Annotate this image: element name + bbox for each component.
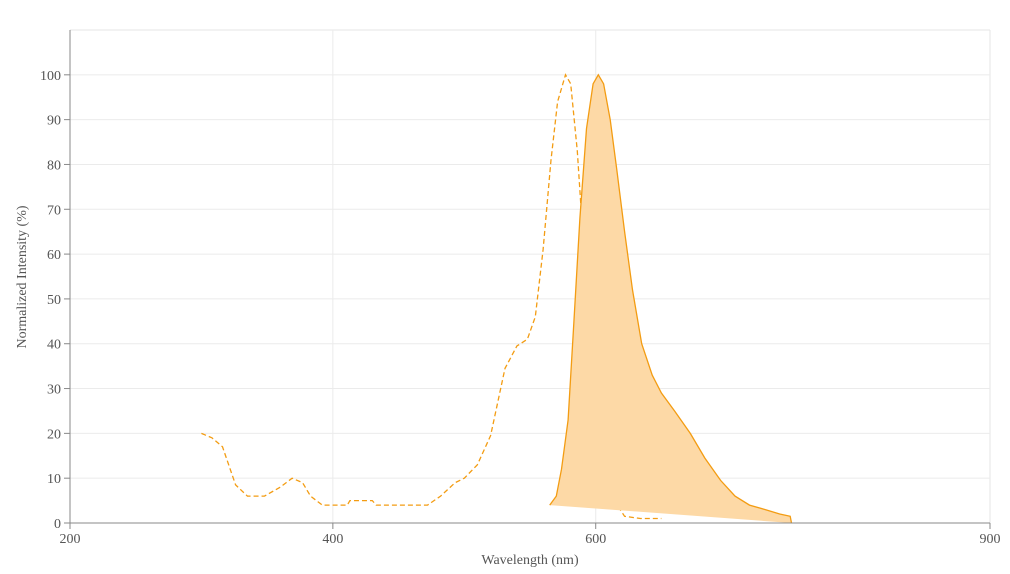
- x-tick-label: 600: [585, 532, 606, 547]
- y-tick-label: 70: [47, 203, 61, 218]
- y-tick-label: 60: [47, 248, 61, 263]
- y-tick-label: 30: [47, 383, 61, 398]
- y-tick-label: 0: [54, 517, 61, 532]
- emission-area: [549, 73, 793, 524]
- y-tick-label: 10: [47, 472, 61, 487]
- x-tick-label: 200: [60, 532, 81, 547]
- x-axis-title: Wavelength (nm): [481, 553, 579, 568]
- y-tick-label: 100: [40, 69, 61, 84]
- y-tick-label: 20: [47, 427, 61, 442]
- y-tick-label: 90: [47, 114, 61, 129]
- y-tick-label: 40: [47, 338, 61, 353]
- excitation-line: [201, 73, 662, 520]
- x-tick-label: 900: [980, 532, 1001, 547]
- x-tick-label: 400: [322, 532, 343, 547]
- y-tick-label: 50: [47, 293, 61, 308]
- y-axis-title: Normalized Intensity (%): [15, 205, 30, 348]
- y-tick-label: 80: [47, 158, 61, 173]
